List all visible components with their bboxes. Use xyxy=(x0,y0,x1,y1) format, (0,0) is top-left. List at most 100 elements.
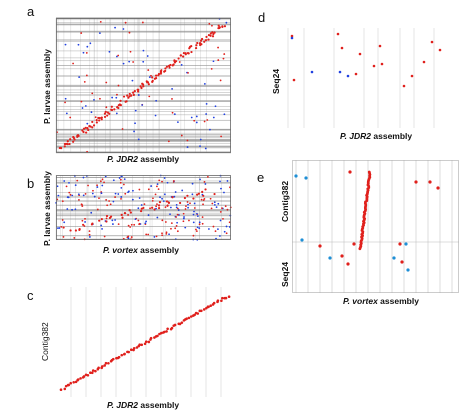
panel-a-synteny-dot xyxy=(159,72,163,75)
panel-b-xlabel-rest: assembly xyxy=(137,245,179,255)
panel-a-synteny-dot xyxy=(139,85,142,88)
panel-b-scatter-dot xyxy=(105,198,108,201)
panel-c-synteny-dot xyxy=(209,304,212,308)
panel-b-scatter-dot xyxy=(163,193,166,196)
panel-a-scatter-dot xyxy=(117,54,120,57)
panel-a-synteny-dot xyxy=(85,131,88,134)
panel-a-scatter-dot xyxy=(220,135,223,138)
panel-b-scatter-dot xyxy=(174,227,177,230)
panel-b-scatter-dot xyxy=(81,205,84,207)
panel-b-diagonal-dot xyxy=(202,194,205,197)
panel-a-synteny-dot xyxy=(154,74,158,77)
panel-a-scatter-dot xyxy=(180,134,183,137)
panel-c-synteny-dot xyxy=(170,326,174,330)
panel-c-synteny-dot xyxy=(189,315,193,318)
panel-b-scatter-dot xyxy=(65,185,68,188)
panel-b-diagonal-dot xyxy=(90,223,94,226)
panel-d-match-dot xyxy=(340,46,344,50)
panel-a-synteny-dot xyxy=(82,130,85,134)
panel-b-scatter-dot xyxy=(182,220,185,223)
panel-b-scatter-dot xyxy=(181,189,184,192)
panel-b-scatter-dot xyxy=(88,236,91,238)
panel-e-match-dot xyxy=(406,268,410,272)
panel-b-scatter-dot xyxy=(189,202,191,205)
panel-d-match-dot xyxy=(380,62,384,66)
panel-a-synteny-dot xyxy=(175,60,178,63)
panel-a-scatter-dot xyxy=(91,92,94,95)
panel-e-ylabel-top: Contig382 xyxy=(280,180,290,222)
panel-d-match-dot xyxy=(310,70,314,74)
panel-a-scatter-dot xyxy=(81,107,84,109)
panel-b-scatter-dot xyxy=(140,204,143,206)
panel-a-synteny-dot xyxy=(218,26,221,30)
panel-b-scatter-dot xyxy=(176,207,179,210)
panel-b-scatter-dot xyxy=(147,214,150,217)
panel-a-scatter-dot xyxy=(69,116,72,119)
panel-b-scatter-dot xyxy=(88,230,91,233)
panel-b-diagonal-dot xyxy=(129,211,132,214)
panel-a-synteny-dot xyxy=(204,39,208,42)
panel-b-scatter-dot xyxy=(138,222,141,225)
panel-b-scatter-dot xyxy=(169,213,171,216)
panel-a-synteny-dot xyxy=(194,46,198,50)
panel-b-scatter-dot xyxy=(132,189,134,192)
panel-e-match-dot xyxy=(392,256,396,260)
panel-a-scatter-dot xyxy=(134,109,137,112)
panel-b-scatter-dot xyxy=(147,188,150,191)
panel-a-synteny-dot xyxy=(221,25,224,28)
panel-a-synteny-dot xyxy=(87,128,90,132)
panel-a-synteny-dot xyxy=(73,138,76,141)
panel-b-scatter-dot xyxy=(138,197,141,199)
panel-b-scatter-dot xyxy=(131,198,134,201)
panel-a-synteny-dot xyxy=(182,55,185,58)
panel-c-synteny-dot xyxy=(220,299,223,303)
panel-b-scatter-dot xyxy=(206,175,209,178)
panel-b-scatter-dot xyxy=(60,226,63,228)
panel-b-scatter-dot xyxy=(201,222,204,225)
panel-b-scatter-dot xyxy=(62,236,65,238)
panel-a-scatter-dot xyxy=(85,52,88,54)
panel-a-letter: a xyxy=(27,4,35,19)
panel-d-dotplot xyxy=(287,28,442,128)
panel-b-scatter-dot xyxy=(147,233,150,236)
panel-b-scatter-dot xyxy=(161,180,163,183)
panel-a-scatter-dot xyxy=(225,21,228,24)
panel-a-synteny-dot xyxy=(95,118,98,122)
panel-a-scatter-dot xyxy=(146,55,149,57)
panel-b-scatter-dot xyxy=(71,208,73,211)
panel-b-scatter-dot xyxy=(145,233,148,236)
panel-b-diagonal-dot xyxy=(204,188,207,191)
panel-c-synteny-dot xyxy=(104,361,108,365)
panel-b-diagonal-dot xyxy=(120,213,123,216)
panel-b-scatter-dot xyxy=(144,222,147,225)
panel-d-xlabel-species: P. JDR2 xyxy=(340,131,372,141)
panel-b-scatter-dot xyxy=(84,221,86,223)
panel-a-synteny-dot xyxy=(82,127,86,130)
panel-b-scatter-dot xyxy=(176,213,179,216)
panel-b-scatter-dot xyxy=(76,179,79,182)
panel-b-scatter-dot xyxy=(63,180,66,182)
panel-b-scatter-dot xyxy=(165,232,168,235)
panel-a-synteny-dot xyxy=(196,41,199,45)
panel-a-synteny-dot xyxy=(69,138,72,141)
panel-a-synteny-dot xyxy=(164,69,167,73)
panel-a-scatter-dot xyxy=(131,79,134,82)
panel-c-xlabel-species: P. JDR2 xyxy=(107,400,139,410)
panel-a-scatter-dot xyxy=(217,59,220,61)
panel-c-synteny-dot xyxy=(207,305,210,309)
panel-b-scatter-dot xyxy=(155,235,158,238)
panel-b-scatter-dot xyxy=(164,206,167,209)
panel-b-scatter-dot xyxy=(165,200,168,203)
panel-b-diagonal-dot xyxy=(197,192,200,195)
panel-a-scatter-dot xyxy=(65,112,68,115)
panel-b-scatter-dot xyxy=(183,216,185,218)
panel-b-scatter-dot xyxy=(225,232,228,235)
panel-a-scatter-dot xyxy=(115,96,118,99)
panel-a-scatter-dot xyxy=(115,112,118,115)
panel-c-synteny-dot xyxy=(165,330,168,333)
panel-a-scatter-dot xyxy=(99,20,102,23)
panel-a-scatter-dot xyxy=(122,28,125,30)
panel-b-scatter-dot xyxy=(217,228,219,231)
panel-a-synteny-dot xyxy=(157,72,161,76)
panel-a-synteny-dot xyxy=(195,44,198,47)
